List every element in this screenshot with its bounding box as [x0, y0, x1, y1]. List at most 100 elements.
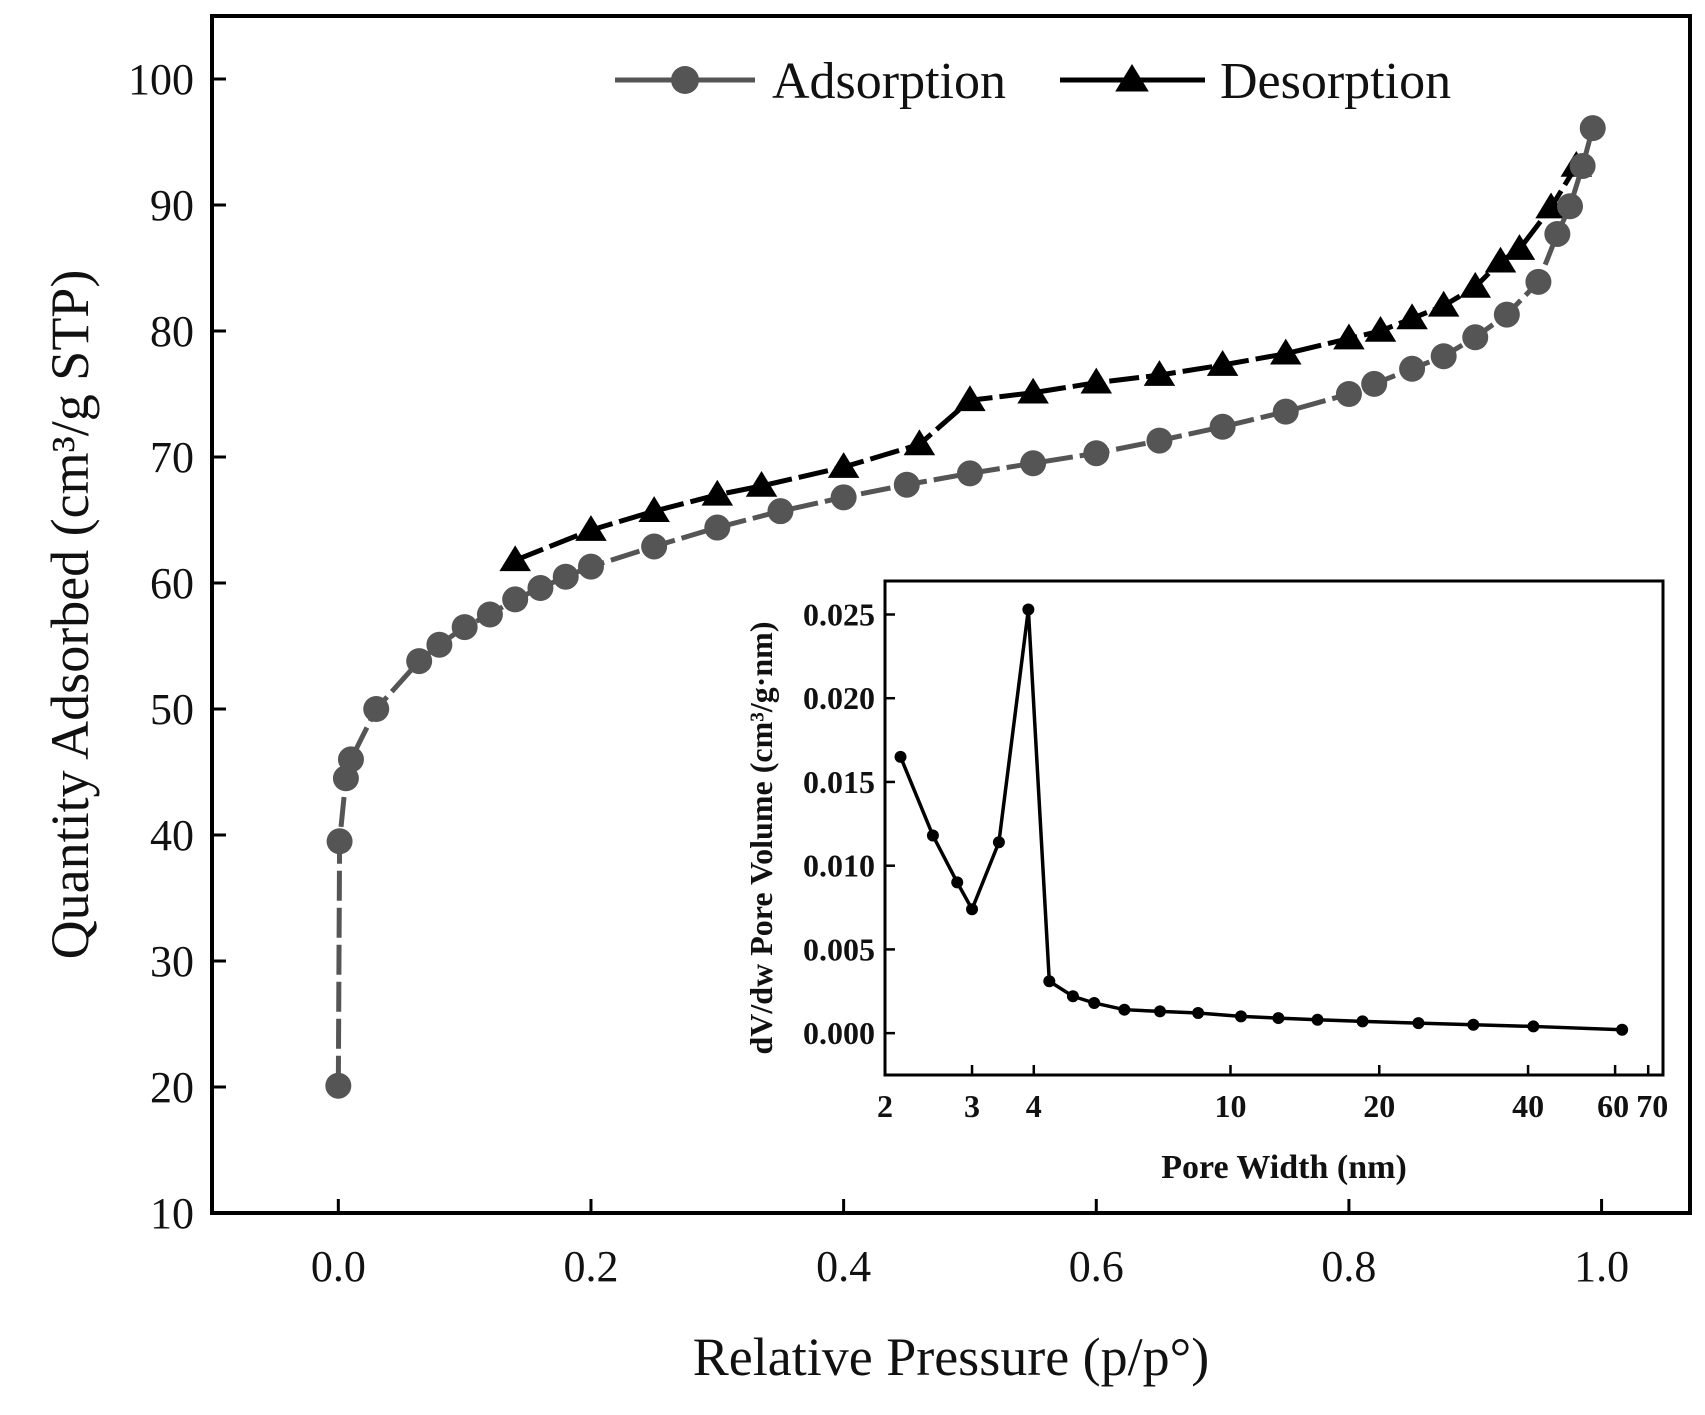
- y-tick-label: 50: [150, 685, 194, 734]
- inset-point: [951, 876, 964, 889]
- desorption-point: [827, 452, 860, 478]
- x-tick-label: 1.0: [1574, 1242, 1629, 1291]
- adsorption-point: [1569, 152, 1596, 179]
- inset-x-tick-label: 60: [1597, 1088, 1629, 1124]
- y-tick-label: 30: [150, 937, 194, 986]
- adsorption-point: [426, 631, 453, 658]
- inset-point: [1153, 1005, 1166, 1018]
- desorption-point: [1484, 246, 1517, 273]
- adsorption-point: [1462, 324, 1489, 351]
- desorption-point: [1503, 234, 1536, 260]
- y-tick-label: 70: [150, 433, 194, 482]
- x-tick-label: 0.6: [1069, 1242, 1124, 1291]
- inset-point: [1234, 1010, 1247, 1023]
- inset-point: [1616, 1023, 1629, 1036]
- desorption-point: [745, 470, 778, 497]
- adsorption-point: [552, 563, 579, 590]
- desorption-point: [1143, 360, 1176, 386]
- desorption-point: [575, 515, 607, 541]
- inset-point: [966, 903, 979, 916]
- inset-point: [1467, 1018, 1480, 1031]
- inset-y-tick-label: 0.015: [803, 764, 875, 800]
- legend-adsorption-label: Adsorption: [772, 53, 1006, 110]
- adsorption-point: [1361, 370, 1388, 397]
- adsorption-point: [337, 746, 364, 773]
- inset-x-axis-label: Pore Width (nm): [1161, 1149, 1407, 1186]
- inset-series-line: [898, 609, 1623, 1032]
- inset-point: [1088, 996, 1101, 1009]
- adsorption-point: [1083, 440, 1110, 467]
- inset-point: [894, 750, 907, 763]
- desorption-point: [1270, 338, 1302, 365]
- adsorption-point: [830, 484, 857, 511]
- x-tick-label: 0.4: [816, 1242, 871, 1291]
- desorption-point: [1017, 377, 1049, 404]
- adsorption-point: [1020, 450, 1047, 477]
- inset-x-tick-label: 10: [1214, 1088, 1246, 1124]
- series-line-desorption: [514, 164, 1579, 563]
- adsorption-point: [325, 1072, 352, 1099]
- inset-y-tick-label: 0.010: [803, 848, 875, 884]
- legend-desorption-label: Desorption: [1220, 53, 1451, 110]
- adsorption-point: [641, 533, 668, 560]
- y-tick-label: 60: [150, 559, 194, 608]
- adsorption-point: [363, 696, 390, 722]
- desorption-point: [499, 545, 531, 572]
- main-plot-frame: [210, 14, 1692, 1215]
- adsorption-point: [1335, 381, 1362, 407]
- inset-point: [1356, 1015, 1369, 1028]
- inset-plot: 2 3 4 10 20 40 60 70 0.000 0.005 0.010 0.015 0.020 0.…: [743, 579, 1668, 1186]
- adsorption-point: [577, 553, 604, 580]
- desorption-point: [1364, 316, 1397, 342]
- adsorption-point: [767, 498, 794, 525]
- adsorption-point: [1544, 220, 1571, 247]
- inset-y-axis-label: dV/dw Pore Volume (cm³/g·nm): [743, 622, 779, 1055]
- y-axis-label: Quantity Adsorbed (cm³/g STP): [40, 270, 100, 960]
- x-tick-label: 0.2: [563, 1242, 618, 1291]
- x-tick-label: 0.0: [311, 1242, 366, 1291]
- adsorption-point: [893, 471, 920, 498]
- desorption-point: [1459, 271, 1491, 298]
- desorption-point: [638, 496, 670, 522]
- inset-x-tick-label: 2: [877, 1088, 893, 1124]
- adsorption-point: [1525, 268, 1552, 295]
- desorption-point: [701, 479, 734, 506]
- inset-point: [1118, 1003, 1131, 1016]
- inset-frame: [883, 579, 1665, 1077]
- adsorption-point: [406, 648, 433, 675]
- inset-point: [1066, 990, 1079, 1003]
- adsorption-point: [476, 601, 503, 628]
- inset-point: [992, 836, 1005, 849]
- inset-y-tick-label: 0.020: [803, 680, 875, 716]
- y-tick-label: 40: [150, 811, 194, 860]
- y-tick-label: 100: [128, 55, 194, 104]
- desorption-point: [1396, 303, 1428, 330]
- inset-x-tick-label: 20: [1363, 1088, 1395, 1124]
- y-tick-label: 80: [150, 307, 194, 356]
- adsorption-point: [326, 828, 353, 855]
- inset-point: [1043, 975, 1056, 988]
- adsorption-point: [502, 586, 529, 613]
- inset-point: [1272, 1012, 1285, 1025]
- desorption-point: [1080, 367, 1113, 394]
- inset-y-tick-label: 0.000: [803, 1015, 875, 1051]
- desorption-point: [1427, 290, 1460, 317]
- adsorption-point: [956, 460, 983, 487]
- y-tick-label: 10: [150, 1189, 194, 1238]
- adsorption-point: [451, 614, 478, 641]
- inset-point: [1527, 1020, 1540, 1033]
- adsorption-point: [1146, 427, 1173, 454]
- inset-point: [926, 829, 939, 842]
- inset-point: [1311, 1013, 1324, 1026]
- adsorption-point: [704, 514, 731, 541]
- inset-y-tick-label: 0.025: [803, 596, 875, 632]
- inset-point: [1192, 1007, 1205, 1020]
- adsorption-point: [1493, 301, 1520, 328]
- adsorption-point: [1272, 398, 1299, 425]
- desorption-point: [903, 429, 936, 456]
- main-plot: 0.0 0.2 0.4 0.6 0.8 1.0102030405060708090100R…: [40, 14, 1692, 1387]
- legend: Adsorption Desorption: [615, 53, 1451, 110]
- desorption-point: [1206, 350, 1239, 376]
- x-tick-label: 0.8: [1321, 1242, 1376, 1291]
